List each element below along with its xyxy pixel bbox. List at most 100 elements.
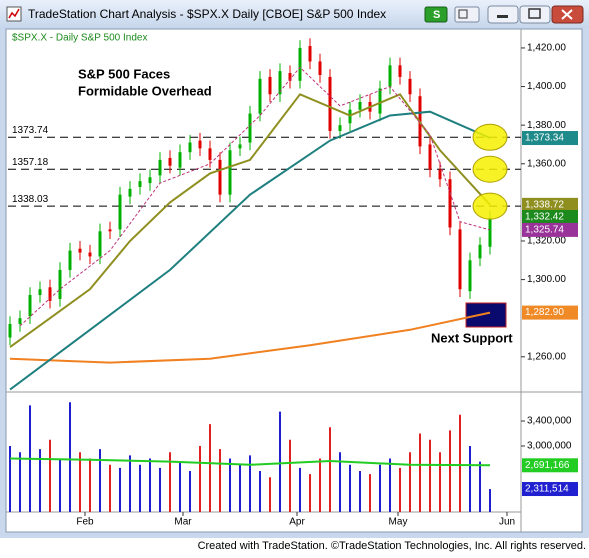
volume-bar [9, 446, 11, 512]
x-tick-label: Apr [289, 517, 305, 528]
volume-bar [389, 458, 391, 512]
y-tick-label: 3,000,000 [527, 441, 572, 452]
volume-bar [329, 427, 331, 512]
candle-body [258, 78, 262, 114]
volume-bar [59, 458, 61, 512]
volume-bar [169, 452, 171, 512]
chart-legend: $SPX.X - Daily S&P 500 Index [12, 33, 147, 44]
candle-body [98, 231, 102, 257]
y-tick-label: 1,360.00 [527, 158, 566, 169]
support-box [465, 302, 507, 328]
volume-bar [439, 452, 441, 512]
price-box-label: 1,332.42 [525, 212, 564, 223]
candle-body [108, 229, 112, 232]
candle-body [308, 46, 312, 62]
indicator-line [9, 457, 491, 467]
annotation: Formidable Overhead [78, 83, 212, 98]
volume-bar [219, 449, 221, 512]
candle-body [228, 150, 232, 195]
volume-bar [119, 467, 121, 512]
volume-bar [399, 467, 401, 512]
candle-body [128, 188, 132, 197]
candle-body [68, 250, 72, 270]
maximize-button[interactable] [519, 5, 551, 24]
candle-body [328, 76, 332, 131]
minimize-button[interactable] [487, 5, 519, 24]
volume-bar [379, 464, 381, 512]
candle-body [28, 295, 32, 317]
level-label: 1357.18 [12, 157, 49, 168]
volume-bar [69, 402, 71, 512]
candle-body [238, 144, 242, 149]
x-tick-label: Mar [174, 517, 192, 528]
volume-bar [449, 430, 451, 512]
volume-bar [409, 452, 411, 512]
candle-body [148, 177, 152, 184]
price-box-label: 1,373.34 [525, 133, 564, 144]
price-box [522, 210, 578, 225]
volume-bar [309, 474, 311, 512]
volume-bar [419, 433, 421, 512]
volume-bar [279, 411, 281, 512]
price-box [522, 482, 578, 497]
candle-body [48, 287, 52, 301]
volume-bar [259, 471, 261, 512]
candle-body [158, 159, 162, 176]
price-box-label: 2,311,514 [525, 484, 569, 495]
candle-body [248, 113, 252, 143]
y-tick-label: 1,260.00 [527, 351, 566, 362]
volume-bar [159, 467, 161, 512]
candle-body [408, 78, 412, 95]
candle-body [218, 159, 222, 195]
volume-bar [39, 449, 41, 512]
candle-body [138, 181, 142, 187]
highlight-circle [472, 123, 508, 151]
layout-button-icon [458, 9, 468, 19]
candle-body [18, 318, 22, 324]
volume-bar [239, 464, 241, 512]
volume-bar [479, 461, 481, 512]
volume-bar [19, 452, 21, 512]
indicator-line [9, 110, 491, 391]
volume-bar [139, 464, 141, 512]
volume-bar [269, 477, 271, 512]
annotation: Next Support [431, 330, 513, 345]
volume-bar [349, 464, 351, 512]
app-icon-line [8, 8, 20, 19]
symbol-button[interactable] [424, 6, 448, 23]
volume-bar [99, 449, 101, 512]
x-tick-label: Feb [76, 517, 94, 528]
volume-bar [459, 414, 461, 512]
highlight-circle [472, 155, 508, 183]
candle-body [118, 194, 122, 230]
footer: Created with TradeStation. ©TradeStation… [198, 540, 586, 552]
candle-body [288, 73, 292, 81]
volume-bar [229, 458, 231, 512]
candle-body [488, 217, 492, 247]
candle-body [358, 102, 362, 110]
volume-bar [489, 489, 491, 512]
price-box [522, 197, 578, 212]
volume-bar [199, 446, 201, 512]
price-box [522, 458, 578, 473]
volume-bar [189, 471, 191, 512]
chart-area [5, 28, 583, 533]
candle-body [298, 47, 302, 81]
candle-body [448, 179, 452, 228]
volume-bar [289, 439, 291, 512]
y-tick-label: 1,400.00 [527, 81, 566, 92]
volume-bar [79, 452, 81, 512]
volume-bar [149, 458, 151, 512]
maximize-icon [528, 8, 541, 19]
x-tick-label: Jun [499, 517, 515, 528]
volume-bar [299, 467, 301, 512]
candle-body [278, 71, 282, 95]
candle-body [428, 144, 432, 170]
candle-body [88, 252, 92, 257]
price-box-label: 1,338.72 [525, 199, 564, 210]
volume-bar [209, 424, 211, 512]
candle-body [208, 148, 212, 160]
candle-body [58, 269, 62, 299]
candle-body [8, 323, 12, 338]
